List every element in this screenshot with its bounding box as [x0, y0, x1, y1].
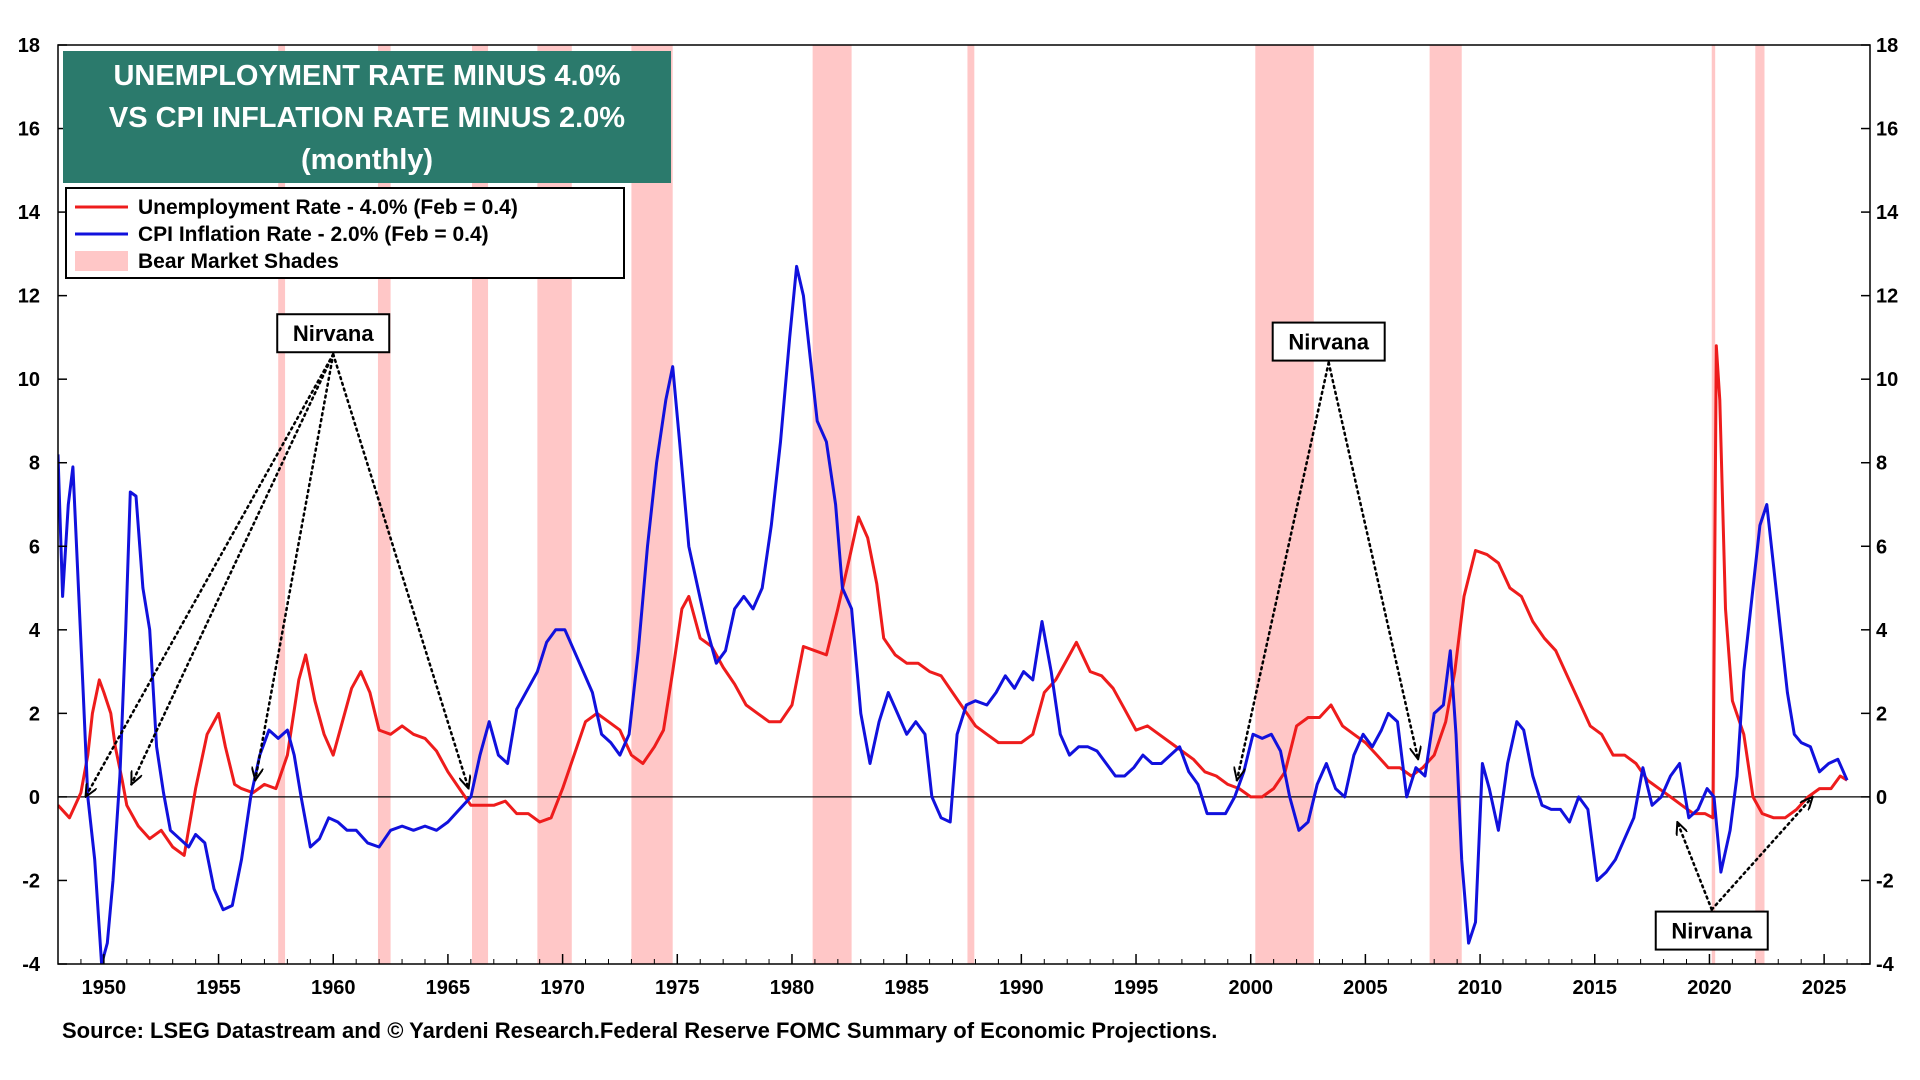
y-tick-label-right: 12 — [1876, 286, 1898, 308]
y-tick-label-right: 16 — [1876, 119, 1898, 141]
y-tick-label-left: -2 — [22, 870, 40, 892]
nirvana-arrow — [1327, 361, 1418, 760]
bear-market-shade — [1429, 45, 1462, 964]
nirvana-arrow — [1237, 361, 1330, 781]
nirvana-label-box — [1271, 321, 1386, 362]
y-tick-label-left: 8 — [29, 453, 40, 475]
bear-market-shade — [1711, 45, 1716, 964]
x-tick-label: 2010 — [1458, 977, 1503, 999]
source-note: Source: LSEG Datastream and © Yardeni Re… — [62, 1018, 1218, 1043]
x-tick-label: 1980 — [770, 977, 815, 999]
title-line: UNEMPLOYMENT RATE MINUS 4.0% — [113, 60, 620, 92]
nirvana-arrow — [130, 352, 335, 784]
nirvana-label-box — [276, 313, 391, 354]
bear-market-shade — [278, 45, 286, 964]
bear-market-shade — [967, 45, 975, 964]
legend: Unemployment Rate - 4.0% (Feb = 0.4) CPI … — [65, 187, 625, 279]
x-tick-label: 1985 — [884, 977, 929, 999]
unemployment-series-line — [58, 344, 1848, 857]
title-line: (monthly) — [301, 144, 433, 176]
nirvana-label: Nirvana — [293, 321, 374, 346]
y-tick-label-left: 10 — [18, 369, 40, 391]
axis-ticks: -4 -4 -2 -2 0 0 2 2 4 4 6 6 8 8 10 10 12 12 14 14 16 16 18 18 19… — [18, 35, 1899, 999]
nirvana-label: Nirvana — [1671, 919, 1752, 944]
y-tick-label-left: 12 — [18, 286, 40, 308]
x-tick-label: 2020 — [1687, 977, 1732, 999]
y-tick-label-left: 4 — [29, 620, 41, 642]
legend-label: CPI Inflation Rate - 2.0% (Feb = 0.4) — [138, 223, 489, 246]
x-tick-label: 1995 — [1114, 977, 1159, 999]
cpi-series-line — [58, 264, 1849, 964]
legend-label: Bear Market Shades — [138, 250, 339, 273]
y-tick-label-left: 18 — [18, 35, 40, 57]
bear-market-shade — [1255, 45, 1314, 964]
x-tick-label: 1955 — [196, 977, 241, 999]
nirvana-label: Nirvana — [1288, 330, 1369, 355]
nirvana-label-box — [1654, 910, 1769, 951]
y-tick-label-right: 10 — [1876, 369, 1898, 391]
nirvana-arrow — [255, 352, 335, 780]
y-tick-label-right: 6 — [1876, 536, 1887, 558]
legend-box — [65, 187, 625, 279]
y-tick-label-left: 16 — [18, 119, 40, 141]
nirvana-arrow — [1710, 797, 1813, 911]
y-tick-label-right: 2 — [1876, 703, 1887, 725]
y-tick-label-left: 0 — [29, 787, 40, 809]
x-tick-label: 1975 — [655, 977, 700, 999]
nirvana-arrow — [1677, 822, 1713, 911]
legend-label: Unemployment Rate - 4.0% (Feb = 0.4) — [138, 196, 518, 219]
y-tick-label-left: 6 — [29, 536, 40, 558]
y-tick-label-right: -2 — [1876, 870, 1894, 892]
chart-title: UNEMPLOYMENT RATE MINUS 4.0% VS CPI INFLA… — [63, 51, 671, 183]
y-tick-label-left: 14 — [18, 202, 41, 224]
y-tick-label-right: 0 — [1876, 787, 1887, 809]
plot-border — [57, 44, 1871, 965]
y-tick-label-left: 2 — [29, 703, 40, 725]
title-box — [63, 51, 671, 183]
y-tick-label-left: -4 — [22, 954, 41, 976]
y-tick-label-right: 14 — [1876, 202, 1899, 224]
x-tick-label: 2000 — [1228, 977, 1273, 999]
annotations: Nirvana Nirvana Nirvana — [84, 313, 1813, 951]
x-tick-label: 1990 — [999, 977, 1044, 999]
x-tick-label: 2005 — [1343, 977, 1388, 999]
nirvana-arrow — [331, 352, 468, 788]
y-tick-label-right: -4 — [1876, 954, 1895, 976]
x-tick-label: 1950 — [82, 977, 127, 999]
y-tick-label-right: 18 — [1876, 35, 1898, 57]
x-tick-label: 2025 — [1802, 977, 1847, 999]
x-tick-label: 1970 — [540, 977, 585, 999]
plot-frame — [57, 44, 1871, 965]
x-tick-label: 2015 — [1573, 977, 1618, 999]
bear-market-shade — [1755, 45, 1765, 964]
y-tick-label-right: 4 — [1876, 620, 1888, 642]
bear-market-shades — [278, 45, 1765, 964]
legend-swatch-box — [75, 251, 128, 271]
nirvana-arrow — [84, 352, 335, 797]
series-layer — [58, 264, 1849, 964]
x-tick-label: 1960 — [311, 977, 356, 999]
title-line: VS CPI INFLATION RATE MINUS 2.0% — [109, 102, 625, 134]
bear-market-shade — [812, 45, 852, 964]
y-tick-label-right: 8 — [1876, 453, 1887, 475]
x-tick-label: 1965 — [426, 977, 471, 999]
